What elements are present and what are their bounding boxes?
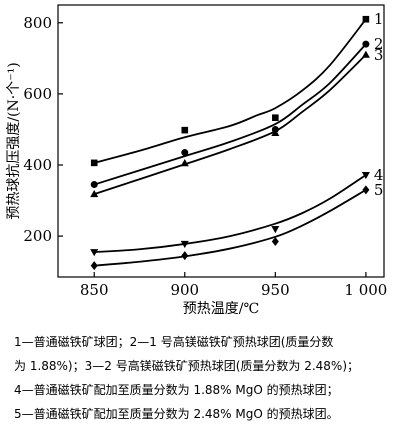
series-label-3: 3 [374, 46, 384, 64]
caption-line-2: 为 1.88%)；3—2 号高镁磁铁矿预热球团(质量分数为 2.48%)； [14, 359, 360, 373]
series-label-4: 4 [374, 166, 384, 184]
x-tick-label: 1 000 [344, 281, 387, 299]
x-axis-title: 预热温度/℃ [183, 301, 259, 317]
x-tick-label: 850 [80, 281, 109, 299]
series-label-5: 5 [374, 181, 384, 199]
series-label-2: 2 [374, 35, 384, 53]
data-point-series-3 [361, 50, 370, 58]
x-tick-label: 950 [261, 281, 290, 299]
data-point-series-3 [180, 159, 189, 167]
series-line-3 [93, 54, 367, 196]
y-tick-label: 400 [23, 156, 52, 174]
data-point-series-3 [271, 128, 280, 136]
data-point-series-4 [90, 249, 99, 257]
data-point-series-5 [181, 251, 189, 261]
data-point-series-5 [362, 185, 370, 195]
data-point-series-5 [90, 261, 98, 271]
y-axis-title: 预热球抗压强度/(N·个⁻¹) [6, 62, 22, 219]
y-tick-label: 200 [23, 227, 52, 245]
series-line-4 [94, 174, 367, 254]
figure-caption: 1—普通磁铁矿球团；2—1 号高镁磁铁矿预热球团(质量分数 为 1.88%)；3… [14, 330, 398, 426]
data-point-series-2 [181, 149, 189, 157]
x-tick-label: 900 [170, 281, 199, 299]
data-point-series-1 [181, 126, 189, 134]
y-tick-label: 600 [23, 85, 52, 103]
data-point-series-4 [180, 240, 189, 249]
data-point-series-2 [90, 181, 98, 189]
plot-frame [57, 4, 385, 278]
data-point-series-3 [90, 189, 99, 198]
data-point-series-1 [362, 15, 370, 23]
y-tick-label: 800 [23, 14, 52, 32]
caption-line-1: 1—普通磁铁矿球团；2—1 号高镁磁铁矿预热球团(质量分数 [14, 335, 334, 349]
series-line-1 [93, 18, 367, 164]
caption-line-4: 5—普通磁铁矿配加至质量分数为 2.48% MgO 的预热球团。 [14, 407, 339, 421]
data-point-series-1 [272, 114, 279, 122]
series-label-1: 1 [374, 10, 384, 28]
data-point-series-4 [271, 226, 280, 234]
data-point-series-1 [90, 159, 98, 167]
series-line-2 [93, 43, 367, 186]
data-point-series-4 [361, 171, 370, 180]
series-line-5 [94, 189, 367, 267]
caption-line-3: 4—普通磁铁矿配加至质量分数为 1.88% MgO 的预热球团； [14, 383, 339, 397]
data-point-series-5 [271, 236, 279, 246]
data-point-series-2 [362, 40, 370, 48]
